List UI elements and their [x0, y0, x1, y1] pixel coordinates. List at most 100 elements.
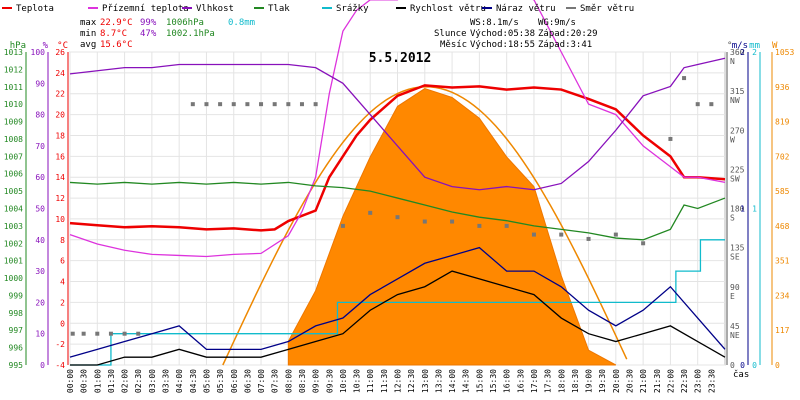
tick-label-w: 0: [775, 361, 780, 370]
legend-label: Rychlost větru: [410, 4, 486, 14]
tick-label-mm: 2: [752, 48, 757, 57]
tick-label-hpa: 1012: [4, 65, 23, 74]
tick-label-dir: 0: [730, 361, 735, 370]
series-lines: [69, 0, 726, 366]
line-sr-ky: [70, 239, 725, 366]
tick-label-hpa: 1002: [4, 239, 23, 248]
legend-label: Směr větru: [580, 4, 634, 14]
tick-label-dir: NE: [730, 331, 740, 340]
point-sm-r-v-tru: [81, 331, 86, 336]
x-tick-label: 01:00: [93, 369, 102, 393]
sun-elevation-curve: [222, 86, 628, 366]
solar-area: [287, 88, 617, 366]
point-sm-r-v-tru: [682, 76, 687, 81]
tick-label-dir: E: [730, 292, 735, 301]
tick-label-ms: 2: [740, 48, 745, 57]
legend-label: Přízemní teplota: [102, 4, 189, 14]
x-tick-label: 10:30: [353, 369, 362, 393]
stat-min-hum: 47%: [140, 29, 157, 39]
tick-label-temp: -2: [55, 340, 65, 349]
tick-label-pct: 20: [35, 298, 45, 307]
tick-label-hpa: 998: [9, 309, 24, 318]
point-sm-r-v-tru: [231, 102, 236, 107]
tick-label-temp: 14: [55, 173, 65, 182]
tick-label-pct: 0: [40, 361, 45, 370]
x-tick-label: 22:00: [666, 369, 675, 393]
tick-label-dir: W: [730, 135, 735, 144]
x-tick-label: 23:00: [694, 369, 703, 393]
tick-label-temp: 12: [55, 194, 65, 203]
tick-label-dir: NW: [730, 96, 740, 105]
tick-label-dir: SW: [730, 174, 740, 183]
stat-min-label: min: [80, 29, 96, 39]
x-tick-label: 18:30: [571, 369, 580, 393]
point-sm-r-v-tru: [299, 102, 304, 107]
point-sm-r-v-tru: [586, 236, 591, 241]
x-tick-label: 08:00: [284, 369, 293, 393]
x-tick-label: 02:00: [121, 369, 130, 393]
x-tick-label: 23:30: [707, 369, 716, 393]
chart-title: 5.5.2012: [369, 51, 432, 66]
stat-max-hum: 99%: [140, 18, 157, 28]
tick-label-pct: 40: [35, 236, 45, 245]
x-tick-label: 15:00: [475, 369, 484, 393]
point-sm-r-v-tru: [259, 102, 264, 107]
tick-label-hpa: 1000: [4, 274, 23, 283]
point-sm-r-v-tru: [613, 232, 618, 237]
point-sm-r-v-tru: [122, 331, 127, 336]
tick-label-temp: 0: [60, 319, 65, 328]
point-sm-r-v-tru: [641, 241, 646, 246]
point-sm-r-v-tru: [218, 102, 223, 107]
stat-min-press: 1002.1hPa: [166, 29, 215, 39]
x-tick-label: 04:00: [175, 369, 184, 393]
x-tick-label: 19:30: [598, 369, 607, 393]
line-p-zemn-teplota: [69, 0, 726, 258]
tick-label-dir: N: [730, 57, 735, 66]
stat-max-temp: 22.9°C: [100, 18, 133, 28]
point-sm-r-v-tru: [422, 219, 427, 224]
x-tick-label: 13:30: [434, 369, 443, 393]
tick-label-temp: 24: [55, 69, 65, 78]
tick-label-dir: 180: [730, 205, 745, 214]
x-tick-label: 20:30: [625, 369, 634, 393]
stat-avg-label: avg: [80, 40, 96, 50]
stat-sun-set: Západ:20:29: [538, 29, 598, 39]
x-tick-label: 15:30: [489, 369, 498, 393]
stat-sun-label: Slunce: [434, 29, 467, 39]
axis-title-mm: mm: [749, 41, 760, 51]
point-sm-r-v-tru: [559, 232, 564, 237]
x-tick-label: 01:30: [107, 369, 116, 393]
tick-label-w: 936: [775, 83, 790, 92]
tick-label-temp: 8: [60, 236, 65, 245]
stat-moon-rise: Východ:18:55: [470, 40, 535, 50]
tick-label-dir: SE: [730, 253, 740, 262]
stat-max-label: max: [80, 18, 97, 28]
tick-label-dir: 225: [730, 165, 745, 174]
x-tick-label: 22:30: [680, 369, 689, 393]
point-sm-r-v-tru: [70, 331, 75, 336]
x-tick-label: 16:00: [503, 369, 512, 393]
x-tick-label: 20:00: [612, 369, 621, 393]
stat-wind-speed: WS:8.1m/s: [470, 18, 519, 28]
x-tick-label: 17:00: [530, 369, 539, 393]
x-tick-label: 05:00: [202, 369, 211, 393]
point-sm-r-v-tru: [95, 331, 100, 336]
point-sm-r-v-tru: [695, 102, 700, 107]
legend-label: Srážky: [336, 4, 369, 14]
tick-label-temp: 16: [55, 152, 65, 161]
x-tick-label: 14:30: [462, 369, 471, 393]
legend-label: Tlak: [268, 4, 290, 14]
axes: hPa1013101210111010100910081007100610051…: [4, 41, 795, 393]
x-tick-label: 06:30: [243, 369, 252, 393]
tick-label-hpa: 1006: [4, 170, 23, 179]
x-tick-label: 21:00: [639, 369, 648, 393]
stat-moon-set: Západ:3:41: [538, 40, 592, 50]
x-tick-label: 09:00: [312, 369, 321, 393]
tick-label-mm: 0: [752, 361, 757, 370]
tick-label-w: 117: [775, 326, 790, 335]
tick-label-hpa: 999: [9, 291, 24, 300]
point-sm-r-v-tru: [395, 215, 400, 220]
tick-label-hpa: 996: [9, 344, 24, 353]
